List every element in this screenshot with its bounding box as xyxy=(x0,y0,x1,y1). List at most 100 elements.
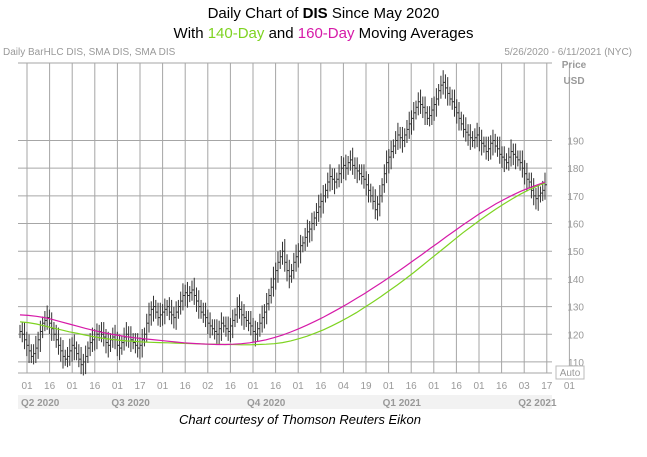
price-bar xyxy=(91,327,95,352)
x-tick-label: 19 xyxy=(360,381,372,392)
quarter-band xyxy=(18,395,552,409)
price-bar xyxy=(370,183,373,203)
price-bar xyxy=(530,172,534,199)
price-bar xyxy=(288,259,292,289)
subtitle-sma140: 140-Day xyxy=(207,25,265,42)
price-bar xyxy=(211,319,215,336)
price-bar xyxy=(119,334,122,361)
price-bar xyxy=(386,150,389,184)
moving-averages xyxy=(19,181,546,346)
price-bar xyxy=(270,277,274,304)
price-bar xyxy=(447,77,450,106)
price-bar xyxy=(444,74,448,99)
price-bar xyxy=(234,308,237,328)
price-bar xyxy=(401,126,405,153)
price-bar xyxy=(236,297,240,323)
price-bar xyxy=(377,196,380,221)
price-bar xyxy=(451,89,455,110)
price-bar xyxy=(501,146,505,168)
price-bar xyxy=(440,75,443,99)
title-ticker: DIS xyxy=(302,5,328,22)
price-bar xyxy=(114,324,118,350)
price-bar xyxy=(200,299,204,319)
price-bar xyxy=(517,150,520,167)
price-bar xyxy=(37,331,41,359)
quarter-label: Q1 2021 xyxy=(383,398,422,409)
price-bar xyxy=(71,337,75,362)
chart-caption: Chart courtesy of Thomson Reuters Eikon xyxy=(178,412,422,427)
sma-160-line xyxy=(19,181,546,346)
price-bar xyxy=(467,124,471,146)
price-bar xyxy=(483,136,486,153)
price-bar xyxy=(309,221,312,243)
price-bar xyxy=(166,299,170,316)
x-tick-label: 01 xyxy=(383,381,395,392)
price-bar xyxy=(26,331,29,357)
price-bar xyxy=(209,312,213,339)
price-bar xyxy=(21,322,25,343)
x-tick-label: 04 xyxy=(338,381,350,392)
x-tick-label: 16 xyxy=(451,381,463,392)
price-bar xyxy=(537,185,541,211)
price-bar xyxy=(313,211,317,231)
price-bar xyxy=(57,327,61,355)
quarter-label: Q4 2020 xyxy=(247,398,286,409)
price-bar xyxy=(171,299,174,325)
y-tick-label: 190 xyxy=(567,137,584,148)
price-bar xyxy=(143,327,147,347)
price-bar xyxy=(123,327,127,351)
price-bar xyxy=(465,117,468,142)
price-bar xyxy=(184,284,188,307)
subtitle-text-post: Moving Averages xyxy=(354,25,474,42)
price-bar xyxy=(367,173,371,203)
price-bar xyxy=(261,305,265,333)
price-bar xyxy=(349,150,353,171)
price-bar xyxy=(202,302,206,323)
price-bar xyxy=(268,288,271,311)
price-bar xyxy=(189,286,192,303)
price-bar xyxy=(318,194,321,222)
price-bar xyxy=(324,183,328,203)
price-bar xyxy=(476,122,480,148)
price-bar xyxy=(399,126,403,149)
price-bar xyxy=(125,322,129,347)
price-bar xyxy=(245,311,249,328)
price-bar xyxy=(453,89,457,117)
price-bar xyxy=(48,309,52,334)
price-bar xyxy=(44,311,47,332)
price-bar xyxy=(295,244,299,272)
price-bar xyxy=(510,139,514,167)
price-bar xyxy=(336,172,339,189)
price-bar xyxy=(315,203,319,227)
x-tick-label: 03 xyxy=(519,381,531,392)
price-bar xyxy=(490,135,493,160)
x-tick-label: 01 xyxy=(157,381,169,392)
x-tick-label: 01 xyxy=(428,381,440,392)
price-bar xyxy=(343,157,346,179)
price-bar xyxy=(33,344,36,365)
price-bar xyxy=(257,322,260,341)
price-bar xyxy=(155,299,158,319)
price-bar xyxy=(539,186,543,203)
price-bar xyxy=(415,100,419,120)
price-bar xyxy=(64,349,68,366)
price-bar xyxy=(487,136,491,161)
price-bar xyxy=(472,131,475,148)
price-bar xyxy=(395,131,398,155)
price-bar xyxy=(60,337,63,362)
price-bar xyxy=(162,304,165,326)
price-bar xyxy=(329,164,333,192)
y-axis-unit: USD xyxy=(563,76,584,87)
price-bar xyxy=(431,97,434,125)
price-bar xyxy=(67,346,70,368)
price-bar xyxy=(227,316,231,341)
axes: 110 120 130 140 150 160 170 180 190 Price USD 01 16 0… xyxy=(18,60,587,409)
title-text-pre: Daily Chart of xyxy=(207,5,303,22)
price-bar xyxy=(474,128,477,149)
price-bar xyxy=(460,111,464,131)
price-bar xyxy=(429,106,432,127)
x-tick-label: 16 xyxy=(225,381,237,392)
price-bar xyxy=(191,280,194,301)
price-bar xyxy=(388,149,391,174)
